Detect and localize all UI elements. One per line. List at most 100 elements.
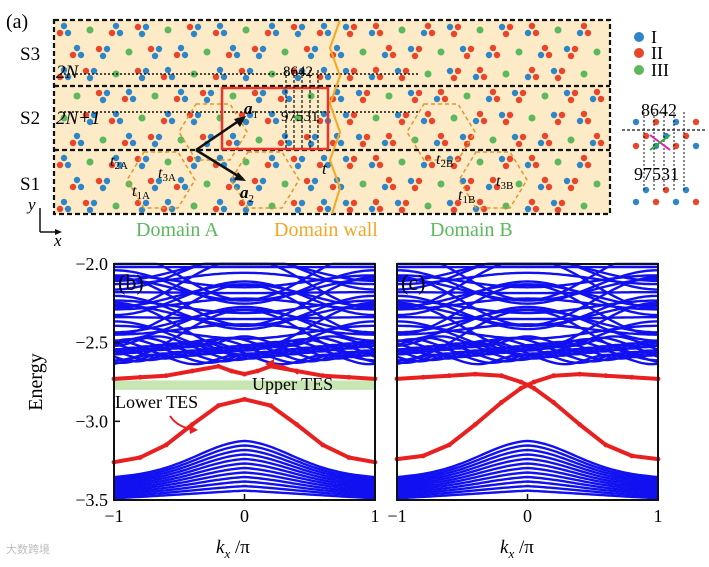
site-II: [346, 118, 354, 126]
site-I: [246, 67, 254, 75]
site-II: [238, 67, 246, 75]
site-II: [160, 73, 168, 81]
site-III: [203, 48, 211, 56]
site-I: [259, 89, 267, 97]
site-III: [281, 180, 289, 188]
site-III: [307, 92, 315, 100]
edge-state-point: [577, 371, 583, 377]
site-II: [580, 22, 588, 30]
bulk-band: [396, 353, 659, 366]
site-II: [454, 23, 462, 31]
site-II: [558, 111, 566, 119]
site-I: [537, 51, 545, 59]
y-tick-label: −3.5: [75, 490, 108, 510]
bulk-band: [397, 269, 658, 305]
site-I: [285, 139, 293, 147]
site-II: [463, 52, 471, 60]
site-I: [394, 199, 402, 207]
panel-c-label: (c): [401, 270, 425, 295]
site-II: [519, 89, 527, 97]
bulk-band: [396, 471, 659, 492]
site-I: [181, 51, 189, 59]
site-I: [589, 139, 597, 147]
site-I: [563, 177, 571, 185]
site-II: [134, 23, 142, 31]
site-I: [320, 22, 328, 30]
site-II: [350, 199, 358, 207]
site-I: [342, 67, 350, 75]
edge-state-point: [420, 374, 426, 380]
site-II: [385, 44, 393, 52]
site-II: [264, 117, 272, 125]
site-II: [480, 117, 488, 125]
panel-a: (a) 8642 97531: [6, 11, 706, 250]
site-II: [558, 67, 566, 75]
edge-state-point: [163, 373, 169, 379]
bulk-band: [113, 462, 376, 488]
site-I: [381, 51, 389, 59]
site-II: [454, 67, 462, 75]
site-I: [190, 162, 198, 170]
edge-state-point: [268, 403, 273, 408]
site-I: [446, 67, 454, 75]
site-I: [177, 88, 185, 96]
bulk-band: [113, 345, 376, 357]
site-III: [255, 136, 263, 144]
site-II: [493, 95, 501, 103]
site-II: [584, 29, 592, 37]
site-I: [77, 139, 85, 147]
site-I: [103, 177, 111, 185]
site-II: [173, 183, 181, 191]
edge-state-point: [499, 373, 504, 379]
bulk-band: [397, 277, 658, 302]
bulk-band: [396, 489, 659, 500]
site-I: [151, 52, 159, 60]
domain-a-label: Domain A: [136, 219, 219, 241]
site-II: [376, 29, 384, 37]
site-II: [515, 140, 523, 148]
x-tick-label: −1: [104, 506, 123, 526]
bulk-band: [396, 439, 659, 479]
edge-state-line-3: [526, 372, 659, 387]
site-I: [433, 95, 441, 103]
site-I: [229, 44, 237, 52]
site-I: [116, 29, 124, 37]
site-I: [381, 139, 389, 147]
site-II: [389, 139, 397, 147]
site-III: [281, 48, 289, 56]
site-I: [576, 29, 584, 37]
site-II: [541, 132, 549, 140]
site-I: [77, 183, 85, 191]
bulk-band: [113, 480, 376, 496]
site-II: [372, 198, 380, 206]
edge-state-point: [189, 368, 195, 374]
vector-a1-label: a1: [244, 99, 258, 121]
vector-a2-arrow: [195, 148, 244, 181]
inset-site: [692, 118, 700, 126]
site-numbers-top: 8642: [283, 64, 313, 80]
y-tick-label: −2.0: [75, 254, 108, 274]
site-II: [424, 110, 432, 118]
inset-site: [632, 142, 640, 150]
site-III: [567, 136, 575, 144]
site-I: [216, 66, 224, 74]
site-II: [186, 23, 194, 31]
bulk-band: [113, 336, 376, 349]
bulk-band: [114, 303, 375, 327]
site-II: [506, 155, 514, 163]
site-III: [593, 180, 601, 188]
axis-y-label: y: [26, 195, 36, 214]
site-III: [515, 48, 523, 56]
site-I: [342, 111, 350, 119]
bulk-band: [396, 448, 659, 483]
site-II: [493, 183, 501, 191]
site-II: [225, 139, 233, 147]
site-I: [168, 73, 176, 81]
site-II: [567, 96, 575, 104]
panel-c: −1 0 1 (c) kx /π: [387, 262, 663, 561]
site-III: [541, 92, 549, 100]
site-I: [116, 117, 124, 125]
site-II: [424, 22, 432, 30]
site-II: [528, 66, 536, 74]
site-II: [251, 45, 259, 53]
